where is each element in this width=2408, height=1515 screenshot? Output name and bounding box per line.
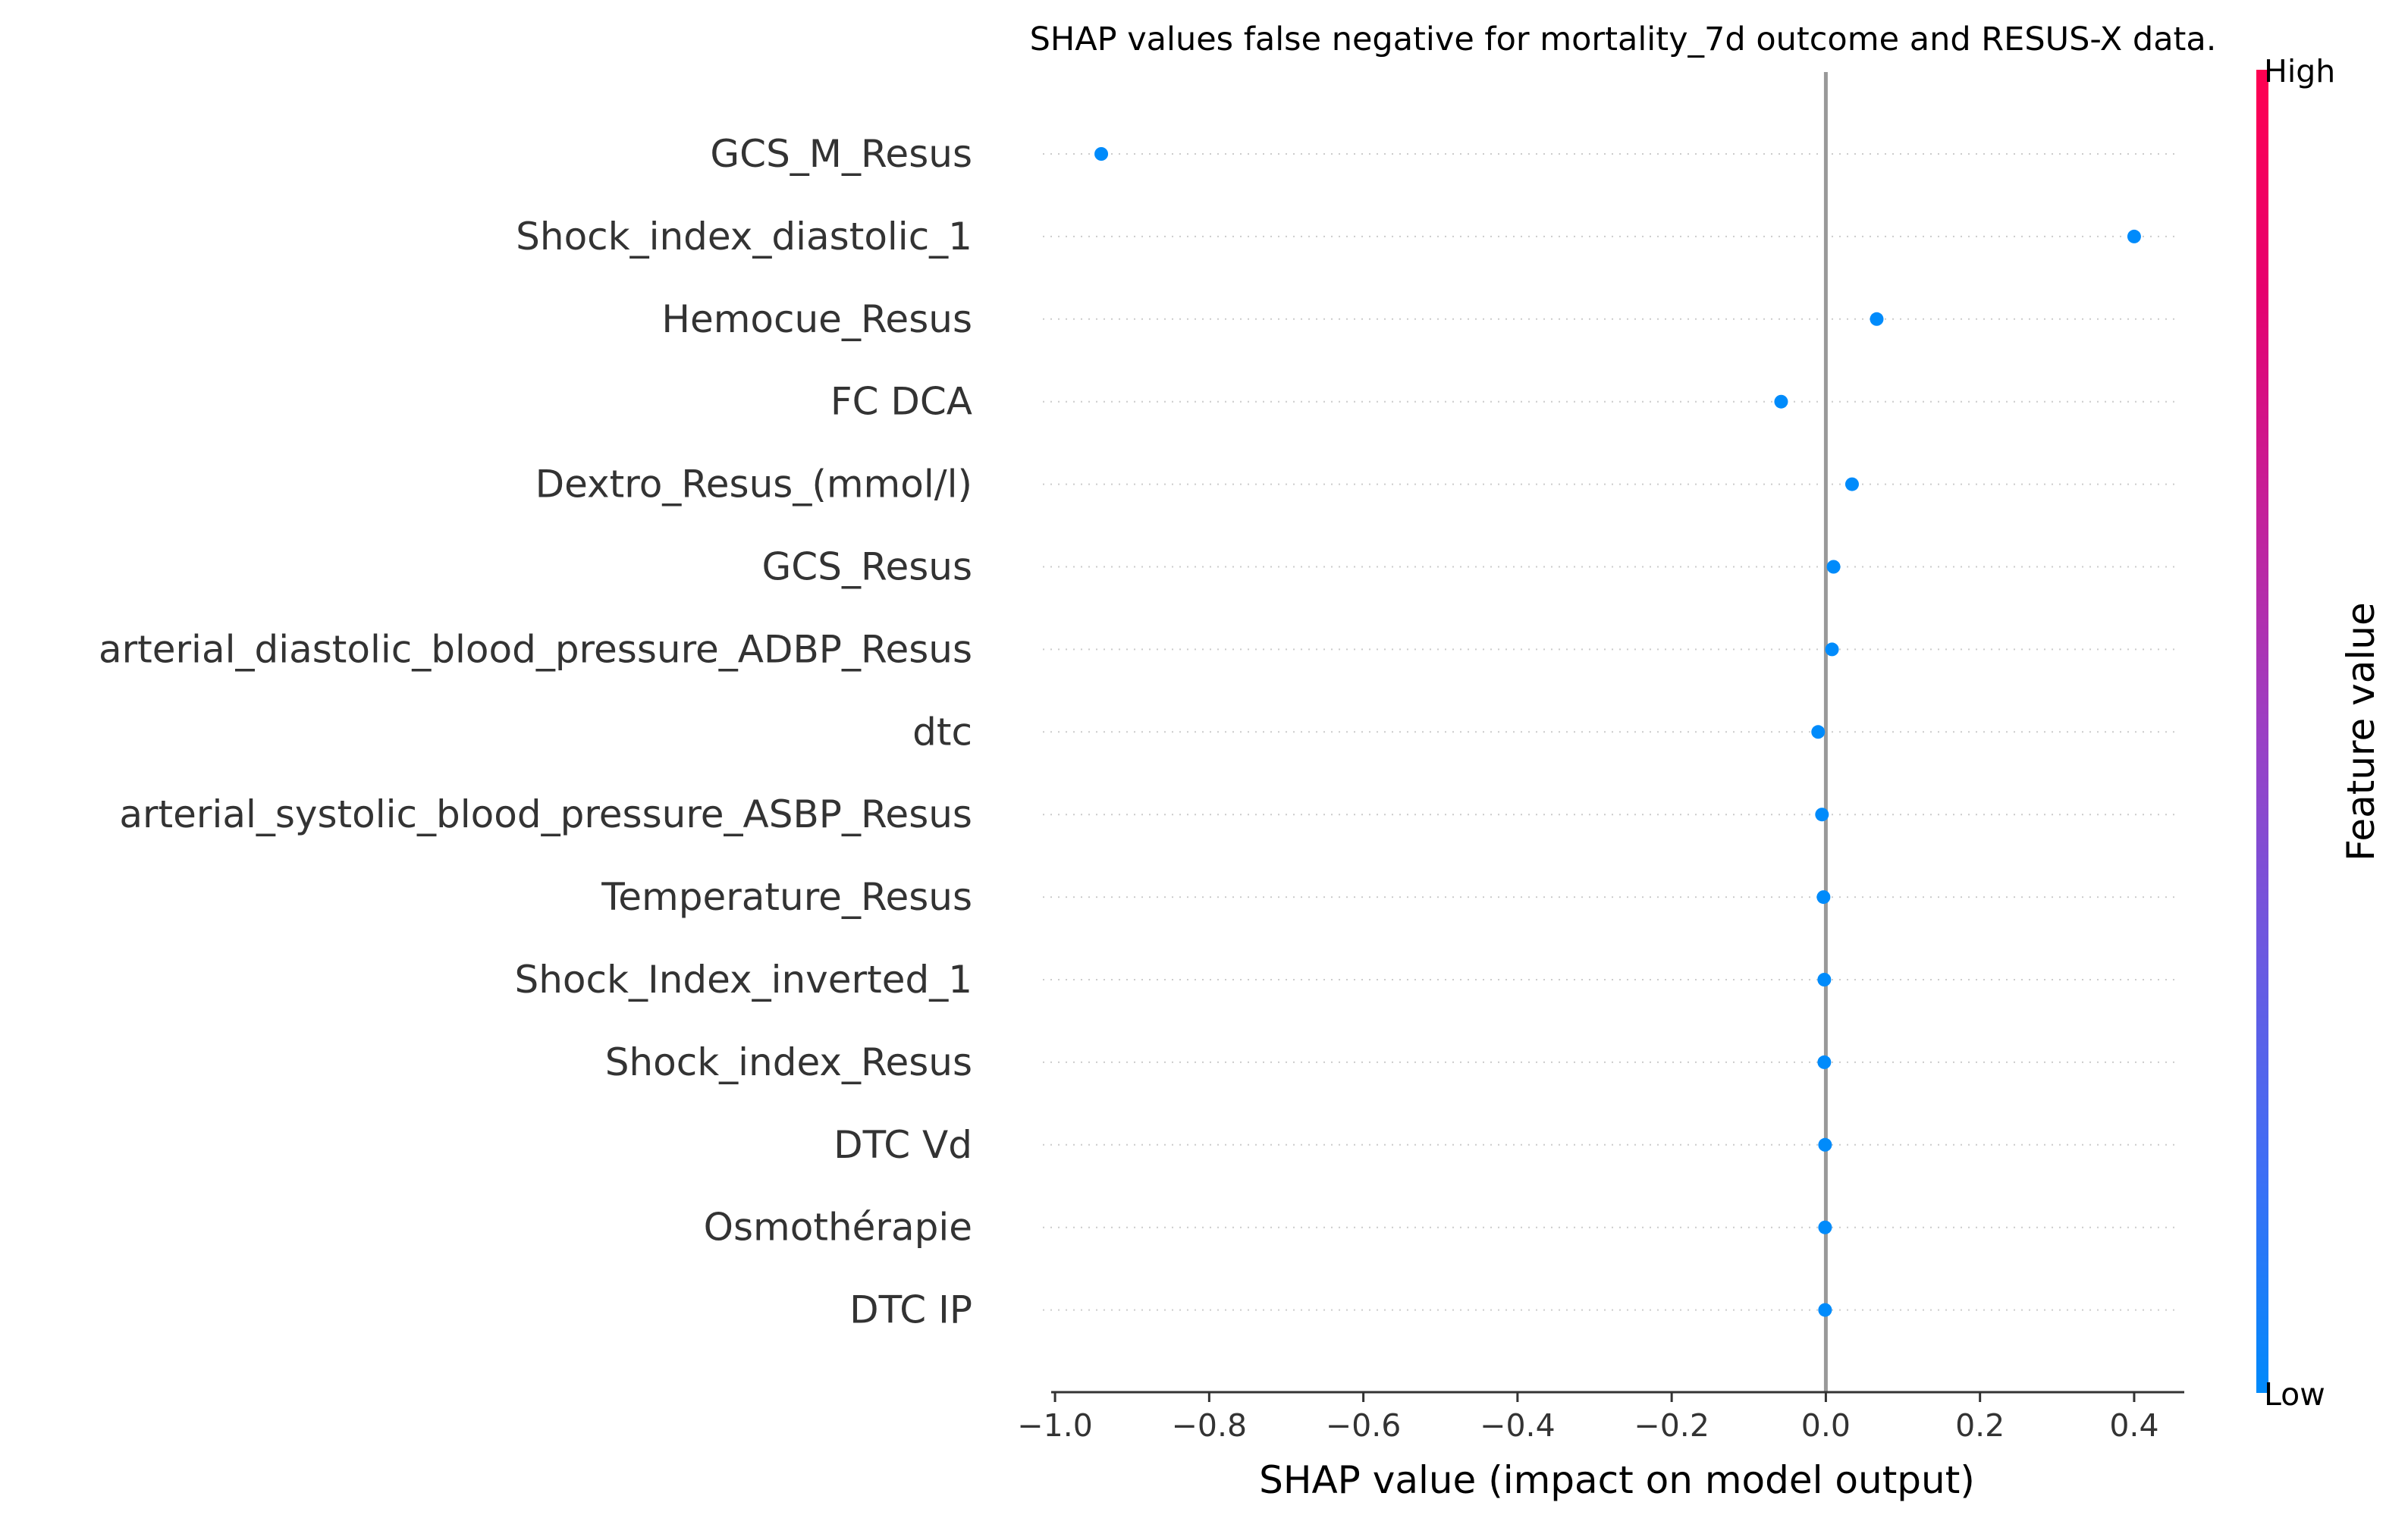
shap-point <box>1817 973 1832 986</box>
shap-points <box>1094 147 2141 1317</box>
feature-label: DTC IP <box>849 1288 972 1332</box>
feature-label: dtc <box>912 710 972 754</box>
feature-label: arterial_systolic_blood_pressure_ASBP_Re… <box>119 792 972 836</box>
x-tick-label: 0.2 <box>1955 1407 2005 1444</box>
colorbar: High Low Feature value <box>2256 53 2383 1413</box>
shap-point <box>1811 725 1826 739</box>
colorbar-title: Feature value <box>2339 602 2383 861</box>
shap-point <box>1815 808 1829 822</box>
shap-point <box>1844 477 1859 491</box>
feature-label: Shock_index_diastolic_1 <box>516 215 972 259</box>
feature-label: Shock_Index_inverted_1 <box>514 958 972 1002</box>
x-tick-label: −0.2 <box>1634 1407 1709 1444</box>
shap-point <box>1870 312 1884 326</box>
colorbar-low-label: Low <box>2264 1376 2325 1413</box>
colorbar-gradient <box>2256 70 2268 1393</box>
x-tick-label: −0.6 <box>1326 1407 1402 1444</box>
feature-labels: GCS_M_Resus Shock_index_diastolic_1 Hemocu… <box>99 132 972 1332</box>
x-tick-label: 0.0 <box>1801 1407 1851 1444</box>
feature-label: Shock_index_Resus <box>605 1040 972 1084</box>
x-tick-label: 0.4 <box>2109 1407 2158 1444</box>
shap-point <box>1774 394 1788 409</box>
shap-point <box>1818 1303 1832 1317</box>
x-axis-ticks: −1.0 −0.8 −0.6 −0.4 −0.2 0.0 0.2 0.4 <box>1017 1392 2159 1444</box>
shap-point <box>2127 229 2141 243</box>
x-tick-label: −0.8 <box>1172 1407 1248 1444</box>
shap-point <box>1817 1055 1832 1069</box>
grid-lines <box>1043 153 2180 1311</box>
feature-label: Hemocue_Resus <box>661 297 972 341</box>
shap-point <box>1094 147 1109 161</box>
feature-label: Osmothérapie <box>704 1206 972 1250</box>
shap-point <box>1818 1220 1832 1234</box>
feature-label: arterial_diastolic_blood_pressure_ADBP_R… <box>99 627 972 671</box>
shap-point <box>1826 560 1841 574</box>
feature-label: Temperature_Resus <box>601 875 972 919</box>
feature-label: GCS_M_Resus <box>710 132 972 176</box>
shap-point <box>1825 642 1839 657</box>
feature-label: DTC Vd <box>834 1123 972 1167</box>
shap-point <box>1818 1137 1832 1152</box>
x-tick-label: −1.0 <box>1017 1407 1093 1444</box>
x-axis-label: SHAP value (impact on model output) <box>1259 1458 1975 1502</box>
feature-label: FC DCA <box>830 380 972 424</box>
feature-label: GCS_Resus <box>762 545 972 589</box>
feature-label: Dextro_Resus_(mmol/l) <box>535 463 972 507</box>
x-tick-label: −0.4 <box>1480 1407 1556 1444</box>
chart-title: SHAP values false negative for mortality… <box>1030 20 2217 58</box>
shap-point <box>1816 890 1831 905</box>
colorbar-high-label: High <box>2264 53 2335 89</box>
